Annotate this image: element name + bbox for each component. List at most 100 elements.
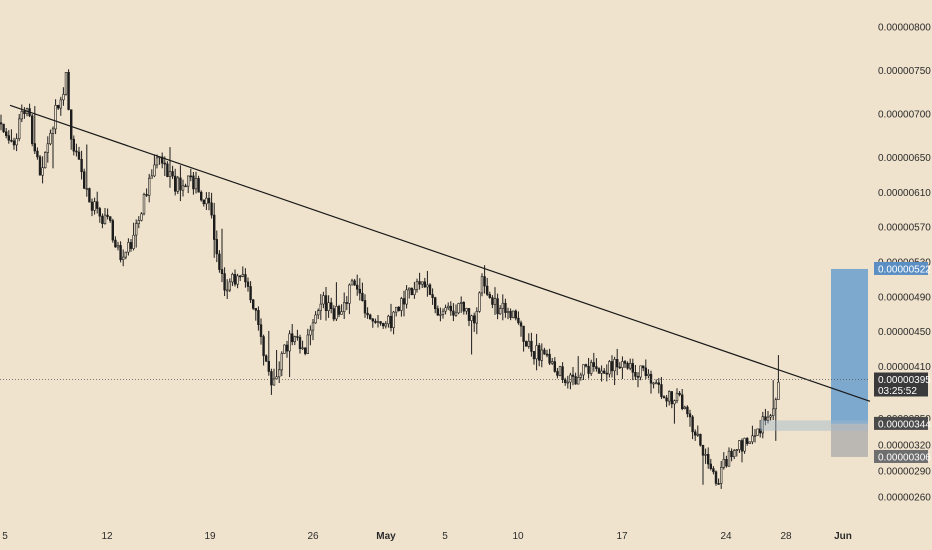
candle-body xyxy=(771,408,775,416)
candle-body xyxy=(706,453,710,465)
candle-body xyxy=(314,314,317,324)
candle-body xyxy=(394,306,398,313)
candle-body xyxy=(148,177,151,196)
candle-body xyxy=(475,311,478,324)
candle-body xyxy=(743,437,746,452)
candle-body xyxy=(514,310,518,319)
candle-body xyxy=(67,72,70,110)
candle-body xyxy=(259,324,263,337)
candle-body xyxy=(758,428,762,434)
candle-body xyxy=(670,391,674,405)
candle-body xyxy=(168,171,172,177)
candle-body xyxy=(701,444,705,456)
candle-body xyxy=(340,311,343,315)
candle-body xyxy=(532,351,536,360)
y-tick-label: 0.00000490 xyxy=(878,292,931,303)
candle-body xyxy=(431,294,434,299)
y-tick-label: 0.00000260 xyxy=(878,493,931,504)
candle-body xyxy=(488,294,491,298)
candle-body xyxy=(657,382,661,385)
candle-body xyxy=(491,297,494,305)
candle-body xyxy=(517,317,520,324)
candle-body xyxy=(301,347,304,350)
candle-body xyxy=(316,310,320,316)
candle-body xyxy=(371,318,374,322)
candle-body xyxy=(472,315,476,324)
candle-body xyxy=(218,253,221,270)
candle-body xyxy=(244,274,247,283)
candle-body xyxy=(673,400,676,405)
candle-body xyxy=(202,199,205,205)
candle-body xyxy=(319,303,322,311)
candle-body xyxy=(727,450,731,467)
candle-body xyxy=(504,302,507,313)
candle-body xyxy=(163,162,166,165)
candle-body xyxy=(0,122,3,125)
candle-body xyxy=(197,178,200,193)
candle-body xyxy=(109,216,112,221)
candle-body xyxy=(275,376,278,380)
candle-body xyxy=(719,466,723,484)
candle-body xyxy=(353,280,356,286)
candle-body xyxy=(51,128,55,134)
candle-body xyxy=(176,177,179,192)
candle-body xyxy=(485,285,489,295)
candle-body xyxy=(124,251,128,258)
candle-body xyxy=(704,453,707,456)
candle-body xyxy=(652,382,655,385)
target-price-tag-bg xyxy=(874,261,928,275)
candle-body xyxy=(223,273,226,291)
candle-body xyxy=(246,281,250,287)
candle-body xyxy=(129,242,133,249)
x-tick-label: 10 xyxy=(512,531,524,542)
candle-body xyxy=(478,292,481,312)
candle-body xyxy=(106,214,109,217)
x-tick-label: 17 xyxy=(616,531,628,542)
candle-body xyxy=(272,378,276,386)
candle-body xyxy=(696,433,700,436)
candle-body xyxy=(342,302,346,312)
candles-layer xyxy=(0,69,780,489)
candle-body xyxy=(49,133,52,145)
candle-body xyxy=(623,361,627,364)
candle-body xyxy=(119,245,122,260)
candle-body xyxy=(231,273,234,283)
candle-body xyxy=(127,242,130,253)
candle-body xyxy=(381,323,385,327)
candle-body xyxy=(374,320,377,323)
candle-body xyxy=(135,223,138,236)
candle-body xyxy=(774,399,778,410)
candle-body xyxy=(662,396,666,399)
candle-body xyxy=(634,371,637,377)
candle-body xyxy=(10,139,13,142)
candle-body xyxy=(187,175,190,187)
candle-body xyxy=(88,188,91,203)
candle-body xyxy=(732,450,736,457)
candle-body xyxy=(324,295,328,312)
candle-body xyxy=(335,306,338,320)
candle-body xyxy=(80,159,83,173)
candle-body xyxy=(501,302,504,309)
trendline xyxy=(9,104,871,402)
candle-body xyxy=(54,105,57,130)
x-tick-label: 5 xyxy=(2,531,8,542)
candle-body xyxy=(85,188,89,190)
candle-body xyxy=(498,308,502,315)
candle-body xyxy=(522,325,525,342)
candle-body xyxy=(72,138,76,152)
candle-body xyxy=(511,310,515,318)
candle-body xyxy=(59,99,63,109)
candle-body xyxy=(439,314,442,316)
candle-body xyxy=(745,437,749,444)
candle-body xyxy=(457,303,460,314)
candle-body xyxy=(174,175,177,192)
candle-body xyxy=(452,310,455,316)
x-axis[interactable]: 5 12 19 26 May 5 10 17 24 28 Jun xyxy=(2,531,852,542)
candle-body xyxy=(111,220,115,241)
candle-body xyxy=(433,297,437,310)
candle-body xyxy=(761,416,765,434)
candle-body xyxy=(446,305,450,309)
candle-body xyxy=(530,340,533,352)
candle-body xyxy=(753,435,757,437)
